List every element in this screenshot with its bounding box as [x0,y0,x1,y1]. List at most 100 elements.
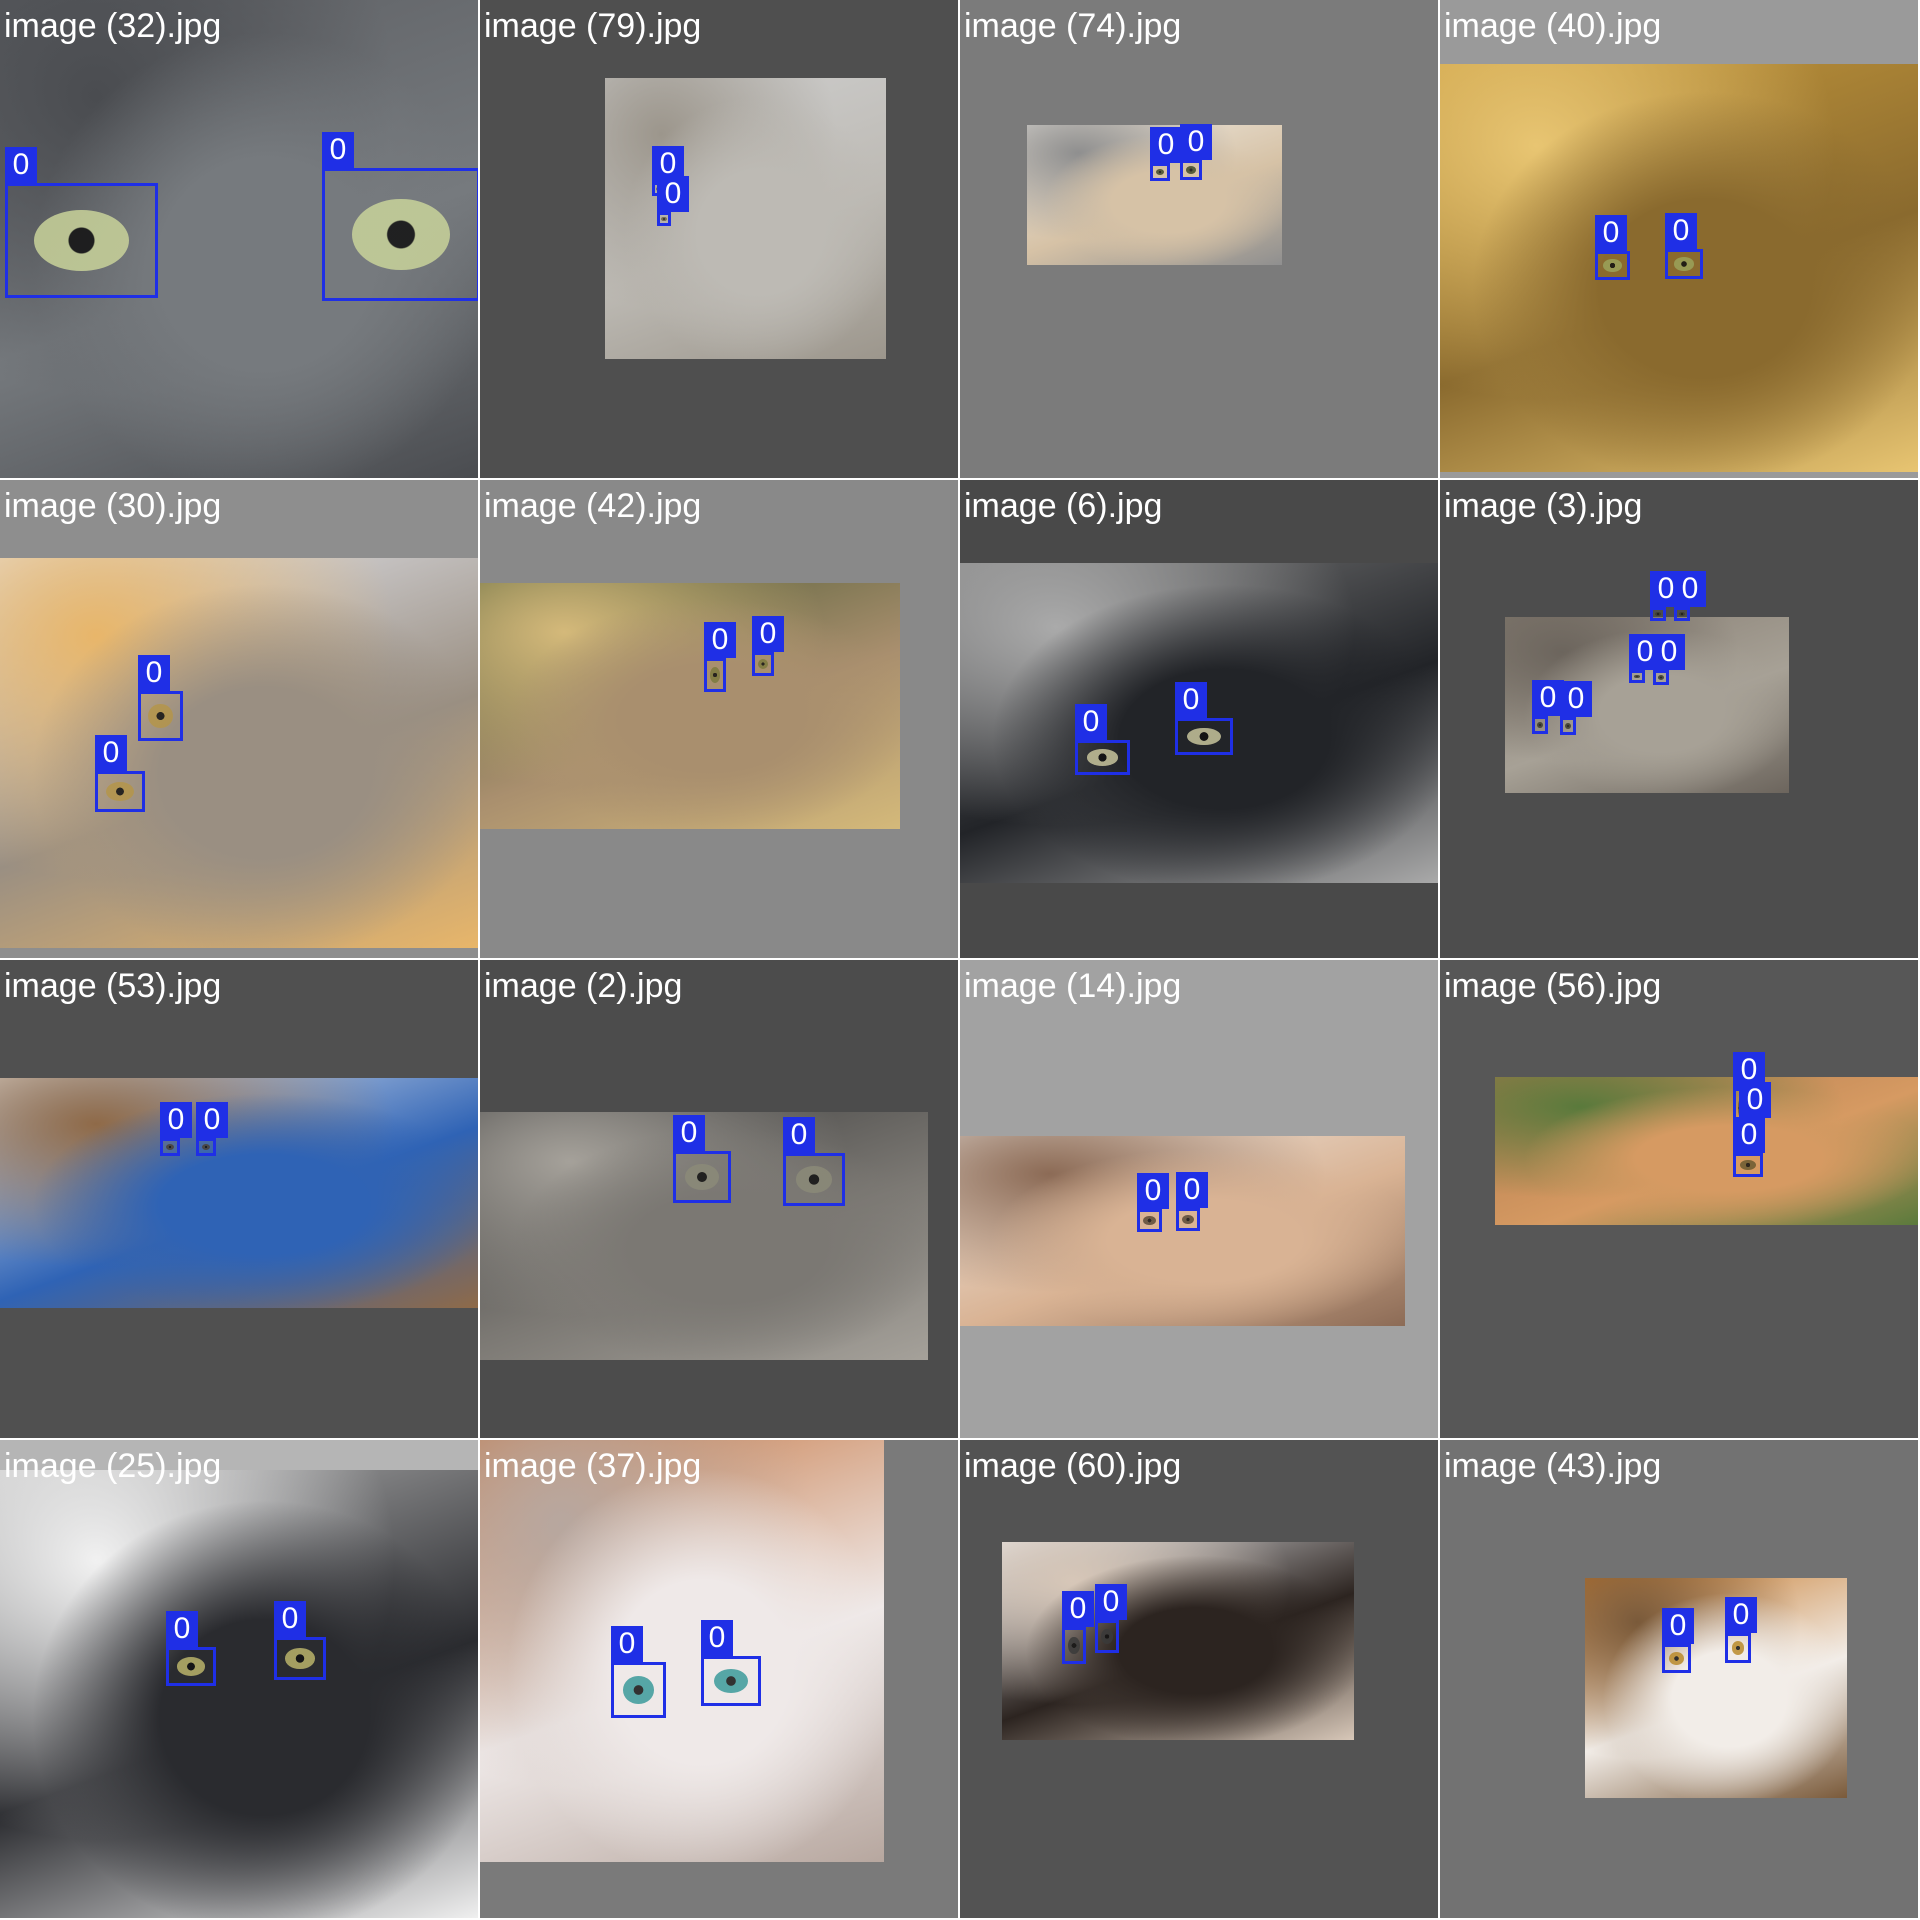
detection-label: 0 [1176,1172,1208,1208]
eye-icon [1086,749,1119,766]
detection-label: 0 [1595,215,1627,251]
image-filename-caption: image (53).jpg [4,967,222,1005]
detection-label: 0 [1532,680,1564,716]
detection-label: 0 [1150,127,1182,163]
grid-cell: 0 0 image (74).jpg [960,0,1440,480]
detection-box [1653,670,1669,685]
eye-icon [1654,611,1662,617]
cat-photo [1495,1077,1918,1225]
grid-cell: 0 0 image (32).jpg [0,0,480,480]
eye-icon [757,658,769,670]
detection-box [1176,1208,1200,1231]
detection-label: 0 [1662,1608,1694,1644]
detection-box [1595,251,1630,280]
eye-icon [1187,727,1221,746]
detection-label: 0 [1665,213,1697,249]
detection-box [611,1662,666,1718]
eye-icon [1669,1652,1684,1665]
grid-cell: 0 0 image (43).jpg [1440,1440,1920,1920]
grid-cell: 0 0 image (37).jpg [480,1440,960,1920]
detection-box [1725,1633,1751,1663]
eye-icon [622,1676,655,1704]
cat-photo [1002,1542,1354,1740]
detection-box [1137,1209,1162,1232]
detection-label: 0 [701,1620,733,1656]
grid-cell: 0 0 image (42).jpg [480,480,960,960]
detection-box [1662,1644,1691,1673]
grid-cell: 0 0 image (25).jpg [0,1440,480,1920]
grid-cell: 0 0 image (30).jpg [0,480,480,960]
detection-label: 0 [1560,681,1592,717]
detection-box [138,691,183,741]
grid-cell: 0 0 image (53).jpg [0,960,480,1440]
image-filename-caption: image (6).jpg [964,487,1163,525]
cat-photo [1585,1578,1847,1798]
cat-photo [0,558,478,948]
image-filename-caption: image (2).jpg [484,967,683,1005]
detection-box [1075,740,1130,775]
detection-box [1095,1620,1119,1653]
image-filename-caption: image (74).jpg [964,7,1182,45]
image-filename-caption: image (25).jpg [4,1447,222,1485]
detection-label: 0 [1725,1597,1757,1633]
detection-label: 0 [5,147,37,183]
eye-icon [1143,1215,1156,1226]
eye-icon [1678,611,1686,617]
grid-cell: 0 0 image (79).jpg [480,0,960,480]
detection-box [1532,716,1548,734]
detection-box [5,183,158,298]
grid-cell: 0 0 image (14).jpg [960,960,1440,1440]
grid-cell: 0 0 image (60).jpg [960,1440,1440,1920]
eye-icon [713,1668,749,1694]
detection-label: 0 [322,132,354,168]
image-filename-caption: image (32).jpg [4,7,222,45]
detection-label: 0 [1653,634,1685,670]
detection-label: 0 [196,1102,228,1138]
detection-label: 0 [274,1601,306,1637]
eye-icon [1185,166,1197,174]
image-filename-caption: image (43).jpg [1444,1447,1662,1485]
eye-icon [148,703,173,729]
detection-label: 0 [1062,1591,1094,1627]
detection-label: 0 [611,1626,643,1662]
image-filename-caption: image (40).jpg [1444,7,1662,45]
detection-label: 0 [657,176,689,212]
eye-icon [201,1143,211,1151]
image-filename-caption: image (14).jpg [964,967,1182,1005]
detection-box [1674,607,1690,621]
eye-icon [285,1648,315,1669]
detection-label: 0 [138,655,170,691]
eye-icon [1101,1628,1113,1645]
detection-label: 0 [1733,1117,1765,1153]
eye-icon [1731,1641,1745,1655]
grid-cell: 0 0 image (2).jpg [480,960,960,1440]
detection-label: 0 [673,1115,705,1151]
detection-box [1629,670,1645,683]
eye-icon [1536,721,1544,729]
cat-photo [480,583,900,829]
eye-icon [685,1164,719,1190]
eye-icon [165,1143,175,1151]
detection-box [657,212,671,226]
detection-box [196,1138,216,1156]
detection-label: 0 [1137,1173,1169,1209]
eye-icon [1155,168,1165,176]
eye-icon [1068,1636,1080,1655]
eye-icon [352,198,450,271]
cat-photo [480,1440,884,1862]
detection-box [1650,607,1666,621]
detection-box [783,1153,845,1206]
grid-cell: 0 0 image (40).jpg [1440,0,1920,480]
detection-label: 0 [1180,124,1212,160]
eye-icon [1673,257,1695,271]
detection-label: 0 [1095,1584,1127,1620]
detection-box [322,168,478,301]
eye-icon [1657,674,1665,680]
image-filename-caption: image (56).jpg [1444,967,1662,1005]
eye-icon [1564,722,1572,730]
detection-label: 0 [704,622,736,658]
detection-label: 0 [783,1117,815,1153]
detection-box [1062,1627,1086,1664]
detection-box [166,1647,216,1686]
detection-box [673,1151,731,1203]
